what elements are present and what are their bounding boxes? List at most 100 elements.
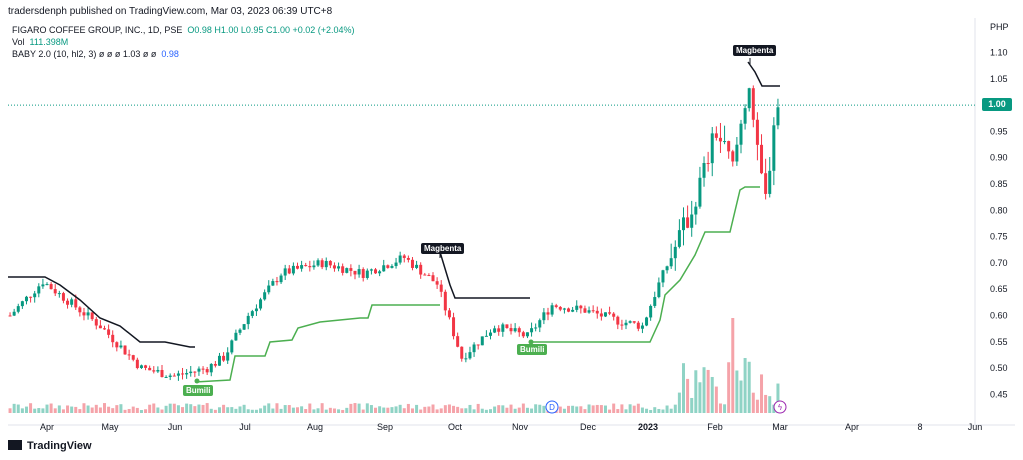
candle-body bbox=[369, 269, 373, 271]
volume-bar bbox=[217, 407, 221, 413]
candle-body bbox=[665, 266, 669, 271]
candle-body bbox=[164, 376, 168, 378]
candle-body bbox=[86, 312, 90, 316]
candle-body bbox=[320, 260, 324, 268]
candle-body bbox=[571, 309, 575, 312]
volume-bar bbox=[628, 404, 632, 413]
candle-body bbox=[431, 275, 435, 282]
candle-body bbox=[435, 281, 439, 285]
volume-bar bbox=[669, 408, 673, 413]
volume-bar bbox=[287, 405, 291, 413]
symbol-name: FIGARO COFFEE GROUP, INC., 1D, PSE bbox=[12, 25, 183, 35]
candle-body bbox=[300, 265, 304, 269]
volume-bar bbox=[365, 403, 369, 413]
volume-bar bbox=[665, 405, 669, 413]
buy-signal-marker bbox=[528, 339, 534, 345]
candle-body bbox=[603, 312, 607, 317]
y-tick-label: 0.95 bbox=[990, 126, 1008, 136]
candle-body bbox=[505, 324, 509, 329]
candle-body bbox=[567, 308, 571, 312]
candle-body bbox=[739, 123, 743, 145]
volume-bar bbox=[760, 374, 764, 413]
ohlc-values: O0.98 H1.00 L0.95 C1.00 +0.02 (+2.04%) bbox=[187, 25, 355, 35]
volume-bar bbox=[443, 405, 447, 413]
candle-body bbox=[554, 305, 558, 307]
candle-body bbox=[764, 173, 768, 194]
volume-bar bbox=[649, 409, 653, 413]
volume-bar bbox=[686, 378, 690, 413]
x-tick-label: Aug bbox=[307, 422, 323, 432]
volume-bar bbox=[197, 404, 201, 413]
volume-bar bbox=[460, 408, 464, 413]
candle-body bbox=[677, 230, 681, 247]
candle-body bbox=[246, 315, 250, 325]
sell-signal-label: Magbenta bbox=[421, 243, 465, 254]
candle-body bbox=[185, 373, 189, 375]
volume-bar bbox=[530, 408, 534, 413]
candle-body bbox=[201, 368, 205, 370]
candle-body bbox=[172, 375, 176, 377]
volume-bar bbox=[209, 408, 213, 413]
volume-bar bbox=[250, 409, 254, 413]
volume-bar bbox=[312, 409, 316, 413]
candle-body bbox=[324, 260, 328, 268]
candle-body bbox=[464, 358, 468, 360]
volume-bar bbox=[341, 409, 345, 413]
volume-bar bbox=[480, 408, 484, 413]
candle-body bbox=[398, 255, 402, 263]
candle-body bbox=[480, 336, 484, 346]
candle-body bbox=[287, 268, 291, 274]
candle-body bbox=[238, 329, 242, 333]
candle-body bbox=[427, 275, 431, 277]
x-tick-label: Apr bbox=[40, 422, 54, 432]
candle-body bbox=[189, 371, 193, 374]
candle-body bbox=[542, 312, 546, 321]
candle-body bbox=[8, 315, 12, 317]
volume-bar bbox=[349, 403, 353, 413]
volume-bar bbox=[521, 403, 525, 413]
candle-body bbox=[316, 260, 320, 266]
volume-bar bbox=[698, 382, 702, 413]
volume-bar bbox=[164, 405, 168, 413]
volume-bar bbox=[74, 406, 78, 413]
volume-bar bbox=[320, 403, 324, 413]
candle-body bbox=[751, 88, 755, 120]
candle-body bbox=[599, 313, 603, 317]
volume-bar bbox=[361, 409, 365, 413]
volume-bar bbox=[505, 407, 509, 413]
candle-body bbox=[45, 284, 49, 286]
volume-bar bbox=[267, 403, 271, 413]
volume-bar bbox=[464, 408, 468, 413]
volume-bar bbox=[357, 403, 361, 413]
volume-bar bbox=[702, 367, 706, 413]
volume-bar bbox=[645, 408, 649, 413]
volume-bar bbox=[78, 409, 82, 413]
volume-bar bbox=[61, 409, 65, 413]
volume-label: Vol bbox=[12, 37, 25, 47]
volume-bar bbox=[139, 409, 143, 413]
candle-body bbox=[550, 305, 554, 315]
volume-bar bbox=[66, 405, 70, 413]
buy-signal-label: Bumili bbox=[183, 385, 214, 396]
volume-bar bbox=[493, 406, 497, 413]
candle-body bbox=[760, 144, 764, 174]
y-tick-label: 0.55 bbox=[990, 337, 1008, 347]
volume-bar bbox=[764, 394, 768, 413]
volume-bar bbox=[123, 409, 127, 413]
volume-bar bbox=[131, 406, 135, 413]
candle-body bbox=[16, 306, 20, 312]
volume-bar bbox=[447, 404, 451, 413]
candle-body bbox=[98, 325, 102, 329]
candle-body bbox=[168, 375, 172, 377]
volume-bar bbox=[497, 405, 501, 413]
candle-body bbox=[382, 265, 386, 272]
candle-body bbox=[66, 300, 70, 305]
volume-bar bbox=[205, 403, 209, 413]
candle-body bbox=[341, 266, 345, 273]
volume-bar bbox=[476, 403, 480, 413]
volume-bar bbox=[111, 408, 115, 413]
candle-body bbox=[723, 141, 727, 143]
candle-body bbox=[587, 310, 591, 313]
tradingview-footer[interactable]: TradingView bbox=[8, 440, 92, 452]
